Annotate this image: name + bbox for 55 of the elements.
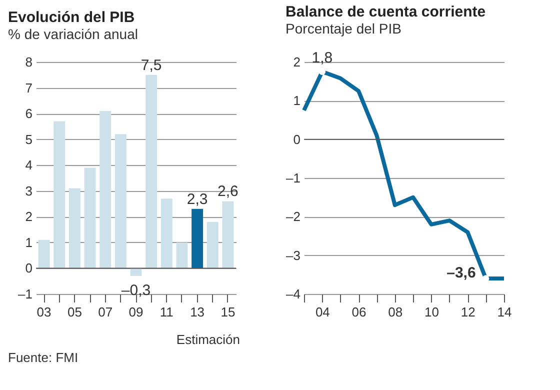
bar [160,198,172,268]
bar [100,110,112,268]
x-tick-label: 11 [160,304,174,320]
y-tick-label: 1 [25,234,32,250]
chart-title: Evolución del PIB [8,9,135,26]
text: Estimación [176,332,240,347]
y-tick-label: 4 [25,158,32,173]
x-tick-label: 04 [315,304,330,320]
y-tick-label: –3 [286,248,300,263]
y-tick-label: –4 [286,286,300,302]
y-tick-label: 8 [25,54,32,70]
y-tick-label: –2 [286,209,300,224]
bar [176,242,188,268]
x-tick-label: 10 [424,304,440,320]
chart-subtitle: Porcentaje del PIB [286,20,402,37]
chart-subtitle: % de variación anual [8,26,138,42]
y-tick-label: 5 [25,132,32,147]
x-tick-label: 09 [128,304,144,320]
source-note: Fuente: FMI [8,350,78,365]
x-tick-label: 14 [497,304,512,320]
bar [68,188,80,268]
x-tick-label: 08 [388,304,403,320]
bar [222,201,234,268]
x-tick-label: 03 [36,304,52,320]
x-tick-label: 06 [352,304,366,320]
bar [38,240,50,268]
x-tick-label: 05 [67,304,82,320]
data-label: –0,3 [121,282,151,299]
bar [54,121,66,268]
y-tick-label: 2 [25,209,32,224]
y-tick-label: 6 [25,106,32,122]
y-tick-label: 0 [25,260,32,276]
bar [192,208,204,268]
y-tick-label: 3 [25,183,32,198]
data-label: 1,8 [312,50,333,67]
bar [84,168,96,268]
y-tick-label: 2 [293,54,300,70]
y-tick-label: 7 [25,80,32,96]
data-label: 2,3 [186,190,208,208]
data-label: –3,6 [446,264,476,282]
bar [146,74,158,268]
x-tick-label: 12 [460,304,476,320]
x-tick-label: 13 [190,304,205,320]
y-tick-label: –1 [18,286,32,302]
bar [130,268,142,276]
x-tick-label: 15 [220,304,236,320]
y-tick-label: 0 [293,132,300,147]
data-label: 7,5 [140,56,162,74]
bar [206,222,218,268]
data-label: 2,6 [218,183,238,200]
y-tick-label: –1 [286,170,300,186]
chart-title: Balance de cuenta corriente [286,4,486,21]
bar [114,134,126,268]
x-tick-label: 07 [98,304,113,320]
y-tick-label: 1 [293,93,300,108]
